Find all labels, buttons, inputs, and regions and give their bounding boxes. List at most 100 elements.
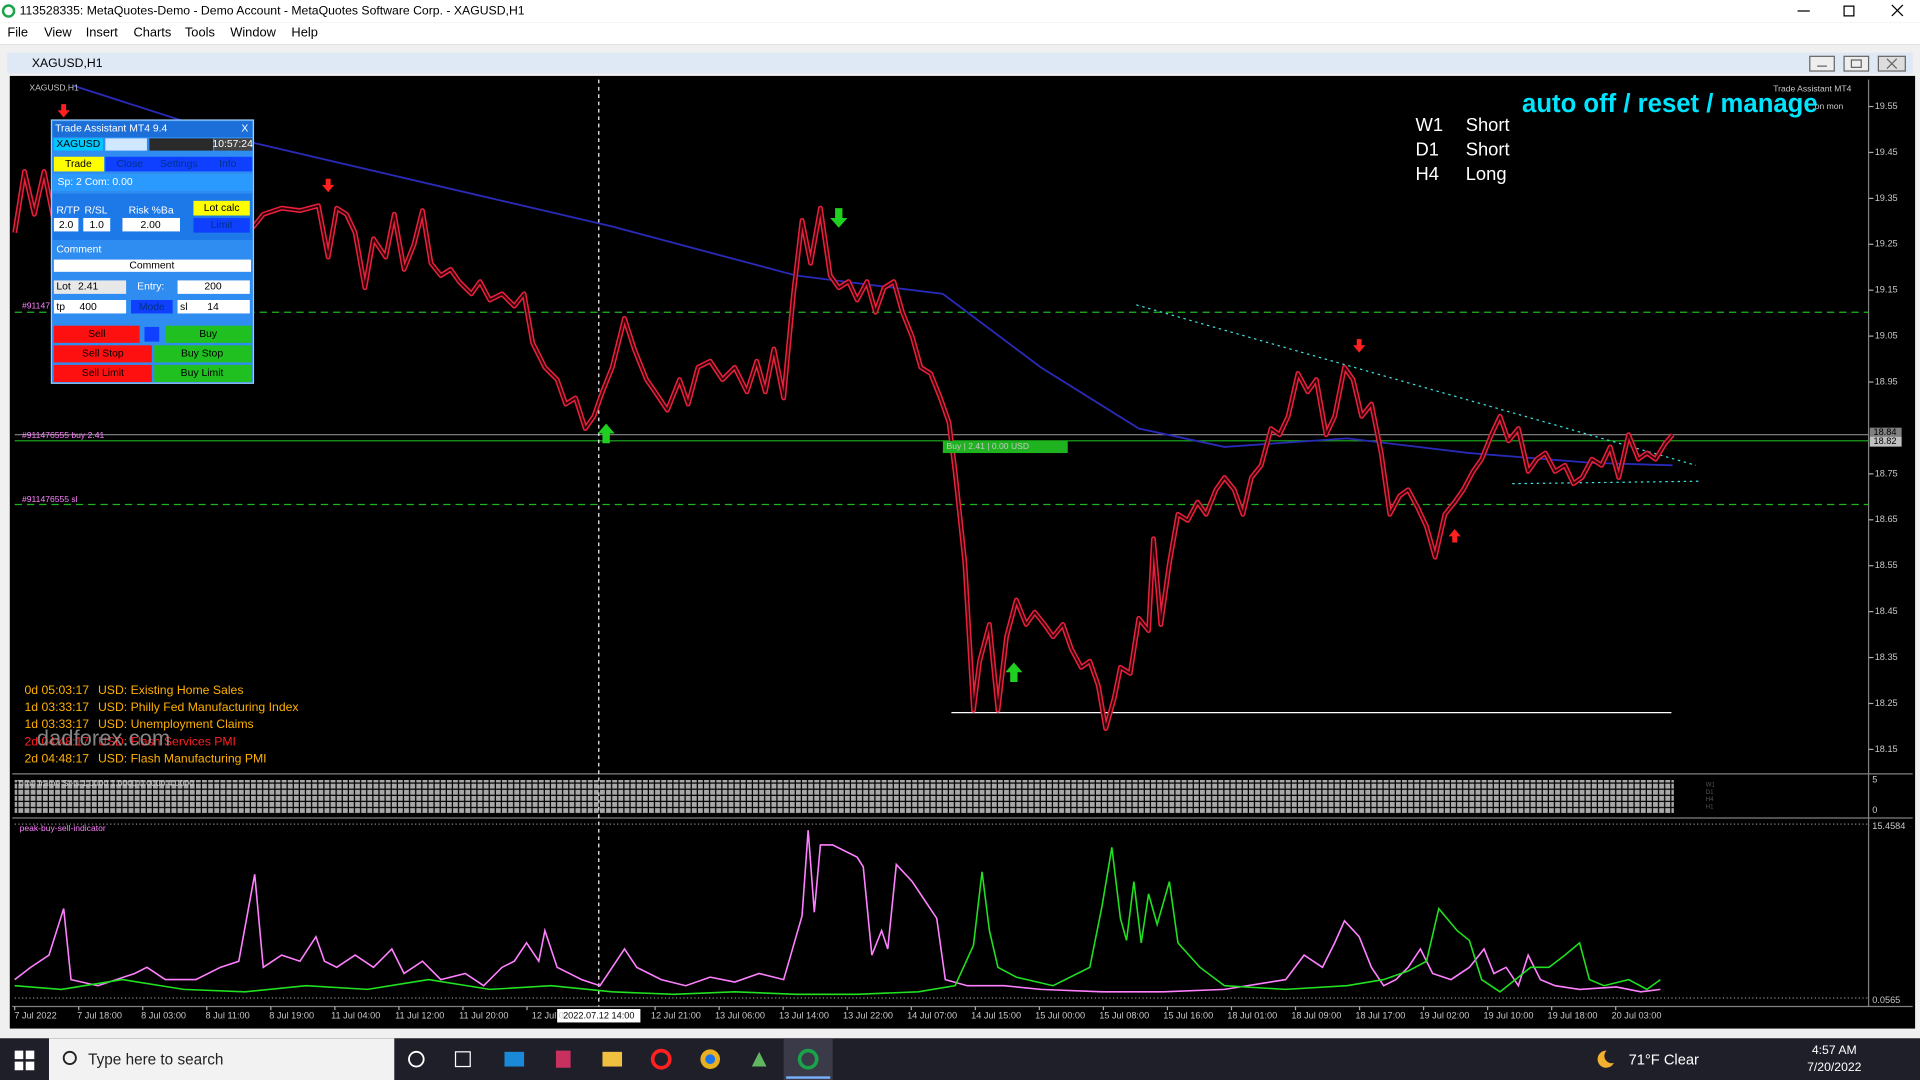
peak-buy-line [14, 847, 1661, 996]
ea-label: Trade Assistant MT4 [1773, 84, 1851, 94]
circle-shape [705, 1054, 716, 1065]
tp-input[interactable] [53, 300, 127, 314]
time-label: 14 Jul 15:00 [971, 1011, 1021, 1021]
panel-close[interactable]: X [241, 123, 248, 134]
rect-shape [555, 1050, 571, 1068]
input[interactable] [83, 217, 111, 232]
time-label: 18 Jul 09:00 [1291, 1011, 1341, 1021]
panel-title: Trade Assistant MT4 9.4 [55, 123, 167, 134]
price-label: 18.65 [1875, 514, 1898, 524]
menu-item[interactable]: Help [291, 24, 317, 39]
rect-shape [504, 1051, 525, 1067]
tp-label: tp [56, 302, 65, 313]
lot-input[interactable] [53, 280, 127, 294]
news-time: 0d 05:03:17 [24, 683, 89, 697]
input[interactable] [53, 217, 79, 232]
weather-icon[interactable] [1597, 1050, 1614, 1068]
panel-tab[interactable]: Trade [65, 159, 92, 170]
rr-label: R/TP [56, 205, 80, 216]
time-label: 8 Jul 11:00 [206, 1011, 250, 1021]
panel-tab[interactable]: Info [219, 159, 237, 170]
ea-banner[interactable]: auto off / reset / manage [1522, 90, 1818, 118]
trade-button[interactable]: Sell Stop [82, 349, 124, 360]
trade-button[interactable]: Buy [199, 329, 218, 340]
progress [149, 138, 214, 151]
status-row [52, 173, 253, 192]
sl-input[interactable] [177, 300, 250, 314]
time-label: 11 Jul 12:00 [395, 1011, 444, 1021]
menu-item[interactable]: File [7, 24, 28, 39]
trade-panel [50, 119, 255, 384]
panel-header [52, 121, 253, 138]
search-text[interactable]: Type here to search [88, 1051, 223, 1068]
time-label: 8 Jul 19:00 [269, 1011, 314, 1021]
trade-button[interactable]: Sell Limit [82, 368, 124, 379]
menu-item[interactable]: Tools [185, 24, 215, 39]
weather[interactable]: 71°F Clear [1629, 1052, 1699, 1068]
price-label: 18.15 [1875, 744, 1898, 754]
window-controls[interactable] [1797, 4, 1904, 17]
risk-row [52, 193, 253, 240]
rect-shape [602, 1051, 623, 1067]
trade-button[interactable]: Sell [88, 329, 105, 340]
trade-button[interactable]: Buy Limit [181, 368, 224, 379]
indicator-label: peak-buy-sell-indicator [20, 823, 106, 833]
tp-value: 400 [79, 302, 97, 313]
tabs[interactable] [105, 156, 253, 172]
limit[interactable]: Limit [211, 220, 233, 231]
chart-lines [12, 79, 1869, 1007]
limit-button[interactable] [193, 217, 250, 233]
risk-label: Risk %Ba [129, 205, 174, 216]
buy-button[interactable] [165, 325, 252, 343]
time-label: 18 Jul 17:00 [1355, 1011, 1405, 1021]
clock-date[interactable]: 7/20/2022 [1807, 1060, 1862, 1074]
search-box[interactable] [48, 1038, 395, 1080]
price-tag-label: 18.82 [1873, 436, 1896, 446]
buy-limit-button[interactable] [154, 364, 252, 383]
timeframe-label: H1 [1706, 804, 1714, 811]
lot-calc-button[interactable] [193, 200, 250, 216]
menu-item[interactable]: Insert [86, 24, 119, 39]
sell-limit-button[interactable] [53, 364, 152, 383]
tab-active[interactable] [53, 156, 105, 172]
position-tag [942, 440, 1068, 454]
trade-button[interactable]: Buy Stop [181, 349, 223, 360]
menu-item[interactable]: Charts [133, 24, 171, 39]
mode[interactable]: Mode [139, 302, 165, 313]
comment-input[interactable] [53, 259, 252, 272]
trend-timeframe: W1 [1416, 114, 1444, 135]
trend-direction: Short [1466, 114, 1510, 135]
indicator-min: 0.0565 [1872, 995, 1900, 1005]
search-icon [62, 1050, 77, 1065]
circle-shape [797, 1048, 819, 1070]
rr-label: R/SL [84, 205, 107, 216]
input[interactable] [122, 217, 180, 232]
rect-shape [783, 1038, 833, 1080]
buy-stop-button[interactable] [154, 345, 252, 363]
rr-value: 2.0 [59, 220, 74, 231]
menu-item[interactable]: View [44, 24, 72, 39]
entry-input[interactable] [177, 280, 250, 294]
time-label: 19 Jul 18:00 [1547, 1011, 1597, 1021]
clock-time[interactable]: 4:57 AM [1812, 1043, 1857, 1057]
sell-button[interactable] [53, 325, 140, 343]
rect-shape [1809, 55, 1835, 72]
taskbar-icons[interactable] [408, 1038, 833, 1080]
lot-calc[interactable]: Lot calc [204, 203, 240, 214]
toggle[interactable] [144, 326, 160, 342]
trend-line [1136, 304, 1697, 466]
time-label: 13 Jul 22:00 [843, 1011, 893, 1021]
sell-stop-button[interactable] [53, 345, 152, 363]
menu-item[interactable]: Window [230, 24, 276, 39]
panel-tab[interactable]: Settings [160, 159, 198, 170]
path-shape [1817, 58, 1898, 70]
symbol-arrows[interactable] [105, 138, 147, 151]
mode-button[interactable] [131, 300, 173, 314]
time-label: 15 Jul 16:00 [1163, 1011, 1213, 1021]
chart-window-title [7, 52, 1913, 74]
price-label: 18.75 [1875, 468, 1898, 478]
start-button[interactable] [14, 1050, 35, 1071]
news-time: 1d 03:33:17 [24, 717, 89, 731]
panel-tab[interactable]: Close [117, 159, 144, 170]
chart-window-controls[interactable] [1809, 55, 1906, 72]
